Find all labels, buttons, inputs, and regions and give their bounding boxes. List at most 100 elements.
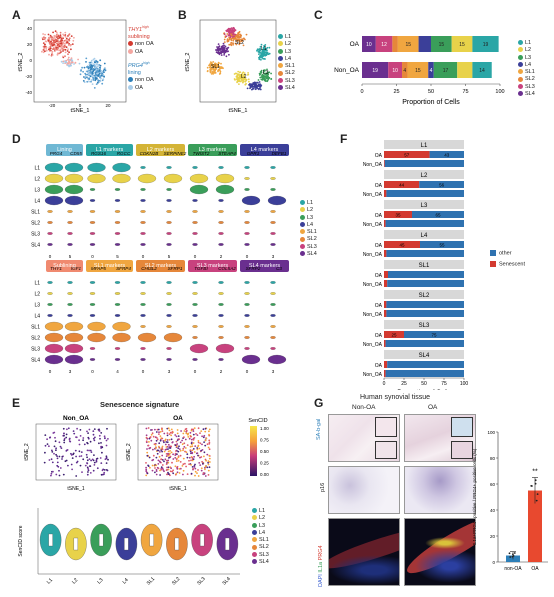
tsne-point — [169, 431, 172, 434]
scatter-point — [64, 35, 67, 38]
violin-shape — [89, 358, 96, 361]
tsne-point — [66, 449, 69, 451]
tsne-point — [65, 459, 68, 462]
tsne-point — [187, 436, 190, 438]
gene-label: MFAP5 — [91, 266, 106, 271]
scatter-point — [44, 37, 47, 39]
scatter-point — [252, 83, 255, 85]
bar-data-label: 15 — [459, 42, 465, 48]
tsne-point — [87, 467, 89, 470]
panel-a-ytick: -40 — [25, 90, 32, 95]
scatter-point — [49, 45, 52, 47]
scatter-point — [56, 42, 58, 45]
panel-g-title: Human synovial tissue — [360, 394, 431, 401]
bar-data-label: 19 — [372, 68, 378, 74]
tsne-point — [185, 465, 188, 468]
tsne-point — [167, 452, 169, 455]
tsne-point — [194, 470, 197, 473]
tsne-point — [171, 432, 174, 434]
scatter-point — [208, 64, 211, 67]
violin-category-label: SL1 — [146, 576, 157, 587]
tsne-point — [201, 449, 204, 451]
violin-shape — [89, 243, 96, 246]
tsne-point — [145, 470, 148, 472]
legend-dot-icon — [278, 77, 283, 83]
colorbar-tick: 0.75 — [260, 438, 269, 443]
tsne-ylabel: tSNE_2 — [126, 443, 132, 460]
violin-shape — [64, 343, 84, 354]
senescent-bar — [384, 220, 386, 227]
facet-category-label: Non_OA — [363, 252, 383, 258]
scatter-point — [64, 43, 66, 45]
scatter-point — [209, 70, 212, 72]
tsne-point — [67, 427, 70, 430]
scatter-point — [88, 69, 91, 72]
tsne-point — [68, 440, 71, 442]
violin-tick-label: 5 — [168, 254, 171, 259]
tsne-point — [95, 459, 98, 462]
violin-shape — [114, 358, 121, 361]
scatter-point — [59, 44, 62, 46]
tsne-point — [204, 439, 207, 442]
tsne-point — [169, 455, 172, 458]
violin-shape — [67, 243, 73, 246]
tsne-point — [99, 437, 101, 440]
tsne-point — [158, 433, 160, 435]
scatter-point — [249, 83, 251, 85]
violin-shape — [270, 281, 276, 284]
scatter-point — [247, 72, 249, 74]
legend-dot-icon — [300, 200, 305, 206]
gene-label: CDKN2B — [140, 151, 159, 156]
scatter-point — [210, 68, 212, 71]
scatter-point — [55, 31, 58, 34]
tsne-point — [72, 452, 75, 455]
scatter-point — [67, 44, 70, 47]
tsne-point — [183, 442, 186, 445]
tsne-point — [167, 466, 170, 469]
legend-dot-icon — [518, 91, 523, 97]
legend-dot-icon — [278, 55, 283, 61]
stacked-bar-segment — [472, 36, 499, 52]
tsne-point — [171, 461, 173, 464]
tsne-point — [196, 452, 199, 455]
x-tick-label: 0 — [360, 89, 363, 95]
scatter-point — [42, 33, 44, 35]
tsne-point — [150, 433, 153, 436]
violin-shape — [166, 188, 172, 191]
legend-item-l4: L4 — [252, 530, 282, 537]
tsne-point — [155, 468, 158, 471]
scatter-point — [63, 45, 65, 48]
bar-ylabel: IL1a+PRG4+ positive / PRG4+ positive cel… — [472, 448, 477, 545]
scatter-point — [228, 53, 230, 56]
violin-tick-label: 3 — [168, 369, 171, 374]
violin-shape — [189, 184, 209, 195]
colorbar-title: SenCID — [248, 418, 267, 424]
panel-f-legend: other Senescent — [490, 250, 550, 269]
tsne-point — [155, 470, 158, 472]
tsne-point — [184, 450, 186, 453]
scatter-point — [218, 51, 220, 53]
panel-b-legend: L1 L2 L3 L4 SL1 SL2 SL3 SL4 — [278, 34, 300, 92]
legend-item: OA — [128, 85, 174, 92]
facet-strip-label: L3 — [421, 203, 428, 209]
gene-label: TWIST2 — [193, 151, 210, 156]
scatter-point — [101, 82, 104, 85]
scatter-point — [43, 43, 46, 46]
legend-item-l2: L2 — [518, 47, 548, 54]
tsne-point — [179, 449, 182, 452]
gene-label: THY1 — [50, 266, 62, 271]
scatter-point — [264, 51, 266, 53]
scatter-point — [222, 45, 224, 47]
scatter-point — [260, 71, 263, 74]
tsne-point — [146, 454, 149, 457]
inset-frame — [451, 417, 473, 437]
scatter-point — [232, 43, 234, 46]
tsne-point — [100, 442, 102, 444]
violin-shape — [244, 221, 250, 224]
violin-shape — [114, 281, 121, 284]
tsne-point — [49, 436, 51, 439]
tsne-point — [184, 447, 187, 449]
violin-shape — [89, 221, 96, 224]
violin-shape — [112, 332, 131, 343]
scatter-point — [48, 46, 51, 49]
